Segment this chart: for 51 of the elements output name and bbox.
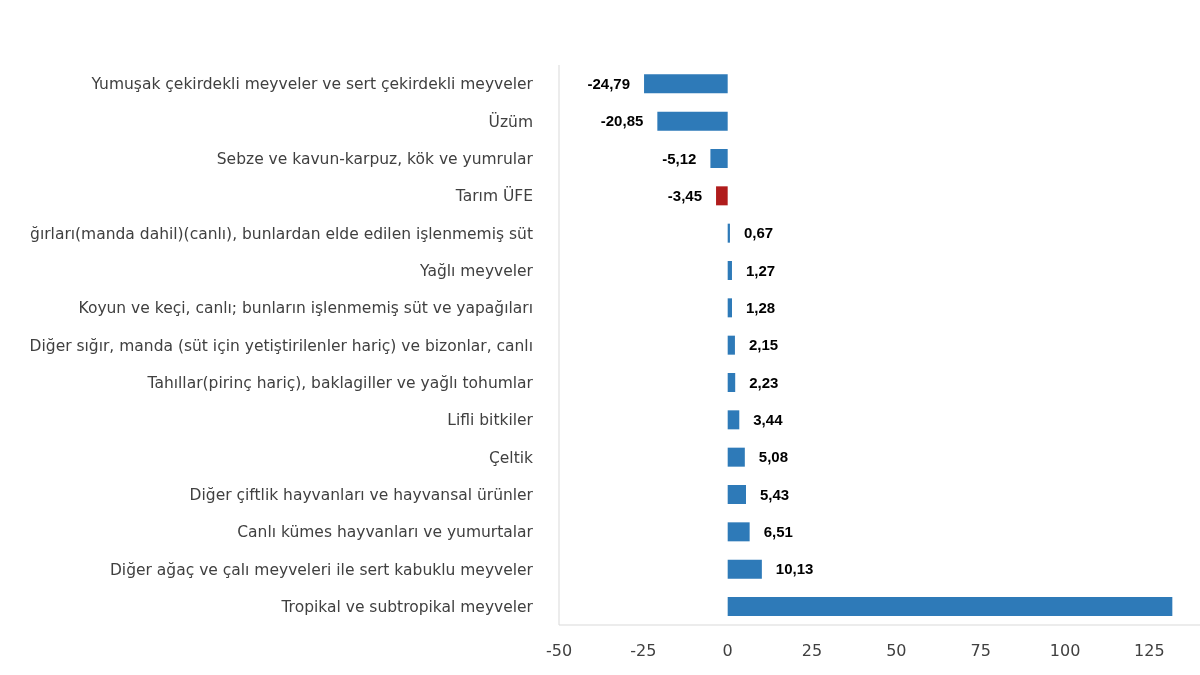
bar	[727, 298, 732, 318]
bar	[727, 597, 1173, 616]
bar	[727, 522, 750, 542]
bar	[727, 447, 745, 467]
data-label: 6,51	[763, 523, 793, 541]
data-label: 2,23	[749, 373, 779, 391]
y-tick-label: ğırları(manda dahil)(canlı), bunlardan elde edilen işlenmemiş süt	[30, 224, 533, 243]
y-tick-label: Yumuşak çekirdekli meyveler ve sert çekirdekli meyveler	[90, 75, 534, 94]
x-tick-label: -50	[545, 641, 573, 661]
x-tick-label: -25	[630, 641, 657, 661]
y-tick-label: Yağlı meyveler	[419, 261, 534, 280]
data-label: 0,67	[743, 224, 774, 242]
x-tick-label: 50	[886, 641, 907, 661]
bar	[727, 373, 736, 392]
y-tick-label: Tahıllar(pirinç hariç), baklagiller ve yağlı tohumlar	[146, 373, 534, 392]
x-tick-label: 0	[722, 641, 733, 661]
bar	[727, 261, 732, 280]
data-label: 5,08	[758, 448, 789, 466]
data-label: -24,79	[587, 75, 631, 93]
x-tick-label: 100	[1049, 641, 1081, 661]
y-tick-label: Diğer ağaç ve çalı meyveleri ile sert kabuklu meyveler	[109, 560, 534, 579]
data-label: -20,85	[600, 112, 644, 130]
bar	[644, 74, 728, 94]
x-tick-label: 75	[970, 641, 991, 661]
x-tick-label: 25	[801, 641, 823, 661]
data-label: -5,12	[662, 149, 697, 167]
data-label: 1,28	[746, 299, 776, 317]
y-tick-label: Sebze ve kavun-karpuz, kök ve yumrular	[216, 149, 534, 168]
y-tick-label: Tarım ÜFE	[454, 186, 533, 206]
y-tick-label: Çeltik	[488, 448, 534, 467]
bar	[727, 410, 740, 430]
bar	[657, 111, 728, 131]
x-tick-label: 125	[1134, 641, 1165, 661]
y-tick-label: Koyun ve keçi, canlı; bunların işlenmemiş süt ve yapağıları	[78, 299, 533, 318]
data-label: 10,13	[775, 560, 814, 578]
bar	[716, 186, 728, 206]
y-tick-label: Üzüm	[488, 111, 533, 131]
bar	[727, 335, 735, 355]
data-label: 3,44	[753, 411, 784, 429]
y-tick-label: Diğer çiftlik hayvanları ve hayvansal ürünler	[189, 485, 534, 504]
y-tick-label: Tropikal ve subtropikal meyveler	[280, 597, 534, 616]
bar	[727, 485, 746, 504]
y-tick-label: Canlı kümes hayvanları ve yumurtalar	[237, 523, 534, 542]
y-tick-label: Lifli bitkiler	[447, 411, 534, 430]
data-label: 5,43	[760, 485, 790, 503]
bar	[710, 149, 728, 168]
data-label: 2,15	[748, 336, 779, 354]
data-label: 1,27	[745, 261, 776, 279]
bar	[727, 559, 762, 579]
data-label: -3,45	[667, 187, 703, 205]
y-tick-label: Diğer sığır, manda (süt için yetiştirilenler hariç) ve bizonlar, canlı	[29, 336, 533, 355]
